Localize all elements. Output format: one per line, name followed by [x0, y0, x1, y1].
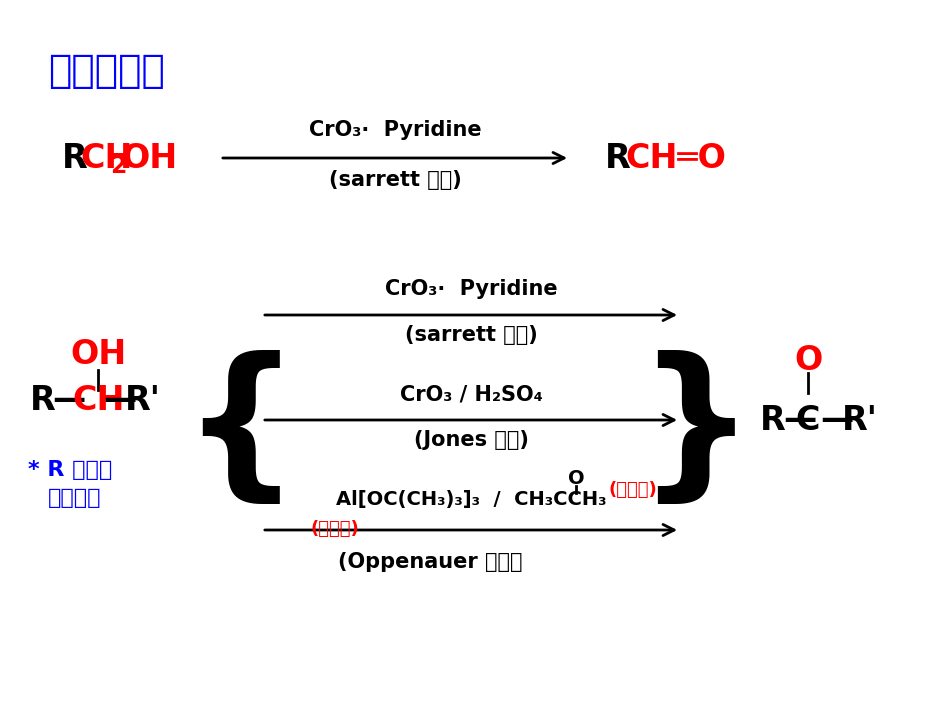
Text: R: R [605, 141, 631, 175]
Text: O: O [794, 344, 822, 376]
Text: (氧化剂): (氧化剂) [608, 481, 656, 499]
Text: R: R [30, 384, 56, 416]
Text: OH: OH [70, 339, 126, 371]
Text: }: } [636, 351, 754, 513]
Text: R': R' [842, 404, 878, 436]
Text: 选择性氧化: 选择性氧化 [48, 52, 165, 90]
Text: O: O [568, 468, 584, 488]
Text: CrO₃·  Pyridine: CrO₃· Pyridine [309, 120, 482, 140]
Text: CrO₃·  Pyridine: CrO₃· Pyridine [385, 279, 558, 299]
Text: (催化剂): (催化剂) [311, 520, 359, 538]
Text: —: — [783, 404, 816, 436]
Text: —: — [103, 384, 136, 416]
Text: (sarrett 试剂): (sarrett 试剂) [405, 325, 538, 345]
Text: R: R [62, 141, 87, 175]
Text: CrO₃ / H₂SO₄: CrO₃ / H₂SO₄ [400, 384, 542, 404]
Text: R': R' [125, 384, 161, 416]
Text: (Oppenauer 氧化）: (Oppenauer 氧化） [338, 552, 522, 572]
Text: CH═O: CH═O [625, 141, 726, 175]
Text: C: C [796, 404, 820, 436]
Text: R: R [760, 404, 786, 436]
Text: Al[OC(CH₃)₃]₃  /  CH₃CCH₃: Al[OC(CH₃)₃]₃ / CH₃CCH₃ [335, 491, 606, 510]
Text: —: — [820, 404, 853, 436]
Text: 2: 2 [110, 154, 126, 178]
Text: OH: OH [121, 141, 178, 175]
Text: —: — [52, 384, 86, 416]
Text: (sarrett 试剂): (sarrett 试剂) [329, 170, 462, 190]
Text: * R 可为不: * R 可为不 [28, 460, 112, 480]
Text: {: { [180, 351, 299, 513]
Text: (Jones 试剂): (Jones 试剂) [413, 430, 528, 450]
Text: CH: CH [72, 384, 124, 416]
Text: 饱和基团: 饱和基团 [48, 488, 102, 508]
Text: CH: CH [80, 141, 132, 175]
